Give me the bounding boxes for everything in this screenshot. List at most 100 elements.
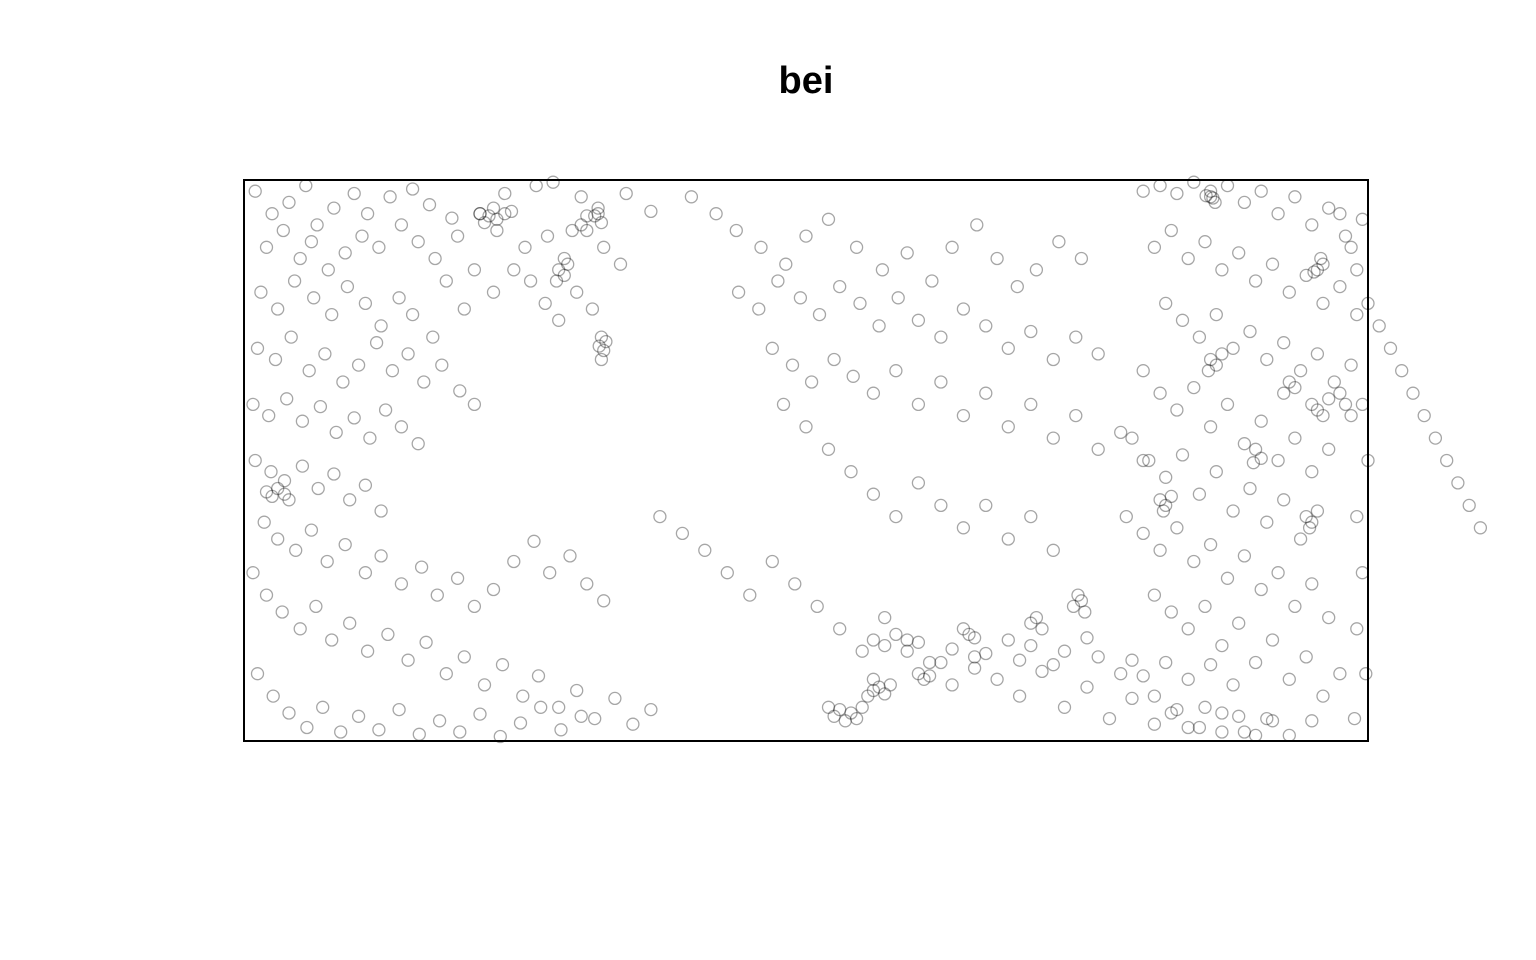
- data-point: [626, 717, 640, 731]
- data-point: [523, 274, 538, 288]
- data-point: [771, 274, 785, 288]
- data-point: [1153, 543, 1167, 557]
- data-point: [276, 223, 290, 238]
- data-point: [266, 689, 280, 703]
- data-point: [1271, 453, 1285, 468]
- data-point: [250, 667, 265, 681]
- data-point: [1175, 448, 1190, 462]
- data-point: [788, 577, 802, 591]
- data-point: [246, 566, 260, 580]
- data-point: [1350, 307, 1364, 322]
- data-point: [1265, 714, 1280, 728]
- data-point: [1066, 599, 1081, 614]
- data-point: [426, 330, 440, 344]
- data-point: [731, 285, 746, 299]
- data-point: [684, 190, 699, 204]
- data-point: [1310, 403, 1325, 417]
- data-point: [313, 399, 328, 414]
- data-point: [271, 481, 285, 496]
- data-point: [1181, 720, 1195, 735]
- data-point: [956, 622, 971, 636]
- data-point: [557, 251, 571, 266]
- data-point: [1361, 296, 1375, 311]
- data-point: [785, 358, 800, 372]
- data-point: [1170, 702, 1184, 717]
- data-point: [1226, 504, 1240, 518]
- data-point: [304, 523, 319, 537]
- data-point: [1277, 493, 1291, 507]
- data-point: [934, 330, 948, 344]
- data-point: [473, 707, 487, 721]
- data-point: [900, 246, 914, 260]
- data-point: [1046, 431, 1060, 445]
- data-point: [1305, 515, 1319, 529]
- data-point: [1029, 263, 1044, 277]
- data-point: [1010, 279, 1024, 294]
- data-point: [422, 198, 437, 212]
- data-point: [445, 211, 459, 225]
- data-point: [1260, 711, 1274, 726]
- data-point: [493, 729, 507, 744]
- data-point: [1153, 386, 1167, 400]
- data-point: [1271, 207, 1285, 221]
- data-point: [1473, 521, 1488, 535]
- data-point: [934, 375, 948, 389]
- data-point: [1333, 207, 1347, 221]
- data-point: [538, 296, 552, 311]
- data-point: [1147, 240, 1162, 254]
- data-point: [1282, 728, 1296, 743]
- data-point: [779, 257, 793, 271]
- data-point: [1333, 279, 1347, 294]
- data-point: [1203, 352, 1218, 367]
- data-point: [810, 599, 824, 614]
- data-point: [372, 240, 386, 254]
- data-point: [1192, 330, 1207, 344]
- data-point: [1181, 622, 1195, 636]
- data-point: [1024, 324, 1038, 339]
- data-point: [613, 257, 628, 271]
- data-point: [891, 291, 905, 305]
- data-point: [1181, 251, 1195, 266]
- data-point: [1125, 653, 1139, 667]
- data-point: [405, 182, 420, 196]
- data-point: [1078, 605, 1092, 619]
- data-point: [327, 201, 341, 215]
- data-point: [608, 691, 622, 706]
- data-point: [1462, 498, 1476, 513]
- data-point: [1136, 184, 1150, 198]
- data-point: [821, 212, 836, 226]
- data-point: [574, 190, 588, 204]
- data-point: [358, 296, 373, 311]
- data-point: [1243, 481, 1257, 496]
- data-point: [265, 207, 279, 221]
- data-point: [369, 336, 384, 350]
- data-point: [580, 577, 594, 591]
- data-point: [1071, 588, 1085, 602]
- data-point: [457, 302, 471, 316]
- data-point: [250, 341, 265, 355]
- data-point: [374, 319, 388, 333]
- data-point: [254, 285, 268, 299]
- data-point: [1316, 408, 1330, 423]
- data-point: [1153, 493, 1167, 507]
- data-point: [561, 257, 575, 271]
- chart-title: bei: [779, 60, 834, 102]
- data-point: [343, 493, 357, 507]
- data-point: [765, 554, 779, 569]
- data-point: [347, 411, 361, 425]
- data-point: [925, 274, 939, 288]
- data-point: [1327, 375, 1341, 389]
- data-point: [570, 285, 584, 299]
- data-point: [1299, 650, 1313, 664]
- data-point: [360, 644, 375, 658]
- data-point: [1080, 680, 1094, 694]
- data-point: [1147, 588, 1162, 602]
- data-point: [675, 526, 690, 541]
- data-point: [1164, 605, 1178, 619]
- data-point: [1192, 720, 1207, 735]
- data-point: [374, 504, 388, 518]
- data-point: [432, 714, 447, 728]
- data-point: [284, 330, 298, 344]
- data-point: [311, 481, 325, 496]
